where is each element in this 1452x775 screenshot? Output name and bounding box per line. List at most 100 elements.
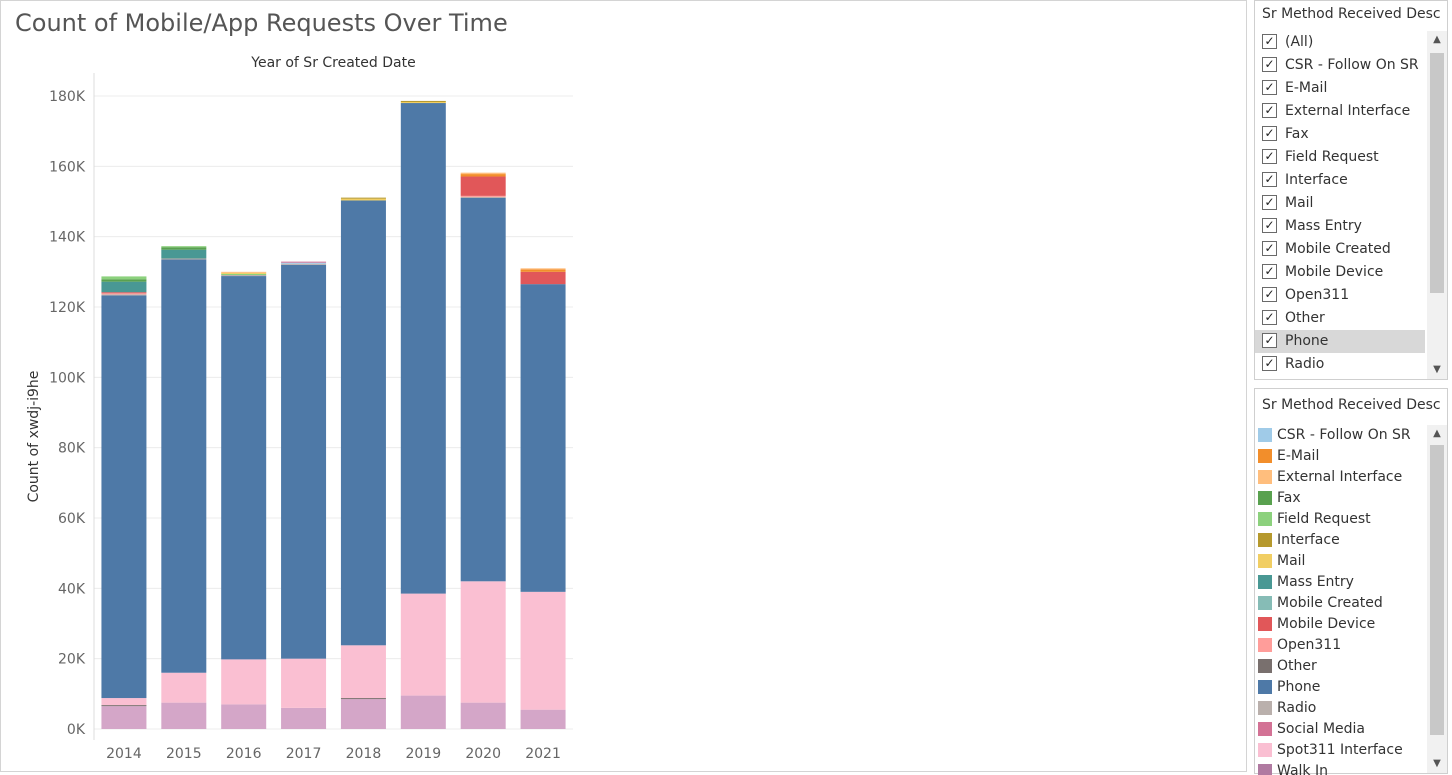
filter-item-label: External Interface	[1285, 103, 1411, 119]
filter-item[interactable]: ✓ Fax	[1255, 123, 1425, 146]
filter-item[interactable]: ✓ Radio	[1255, 353, 1425, 376]
checkbox-icon[interactable]: ✓	[1262, 218, 1277, 233]
checkbox-icon[interactable]: ✓	[1262, 172, 1277, 187]
filter-item[interactable]: ✓ Mobile Device	[1255, 261, 1425, 284]
checkbox-icon[interactable]: ✓	[1262, 149, 1277, 164]
filter-item[interactable]: ✓ Field Request	[1255, 146, 1425, 169]
bar-segment	[101, 698, 147, 706]
legend-item[interactable]: Interface	[1255, 530, 1447, 551]
bar-segment	[520, 284, 566, 592]
filter-item[interactable]: ✓ E-Mail	[1255, 77, 1425, 100]
legend-item[interactable]: Mass Entry	[1255, 572, 1447, 593]
filter-item[interactable]: ✓ External Interface	[1255, 100, 1425, 123]
checkbox-icon[interactable]: ✓	[1262, 310, 1277, 325]
x-axis-title: Year of Sr Created Date	[250, 55, 415, 71]
x-tick-label: 2016	[226, 746, 262, 762]
bar-segment	[101, 705, 147, 707]
legend-swatch	[1258, 659, 1272, 673]
y-tick-label: 160K	[49, 159, 86, 175]
bar-segment	[281, 262, 327, 264]
legend-item[interactable]: E-Mail	[1255, 446, 1447, 467]
legend-item[interactable]: Fax	[1255, 488, 1447, 509]
bar-segment	[161, 246, 207, 248]
legend-item[interactable]: Walk In	[1255, 761, 1447, 775]
legend-swatch	[1258, 722, 1272, 736]
filter-item[interactable]: ✓ Mobile Created	[1255, 238, 1425, 261]
filter-item-label: Mass Entry	[1285, 218, 1362, 234]
checkbox-icon[interactable]: ✓	[1262, 57, 1277, 72]
legend-item[interactable]: External Interface	[1255, 467, 1447, 488]
filter-item[interactable]: ✓ Open311	[1255, 284, 1425, 307]
legend-swatch	[1258, 638, 1272, 652]
legend-item-label: Fax	[1277, 490, 1301, 506]
checkbox-icon[interactable]: ✓	[1262, 333, 1277, 348]
legend-item[interactable]: Phone	[1255, 677, 1447, 698]
filter-item-label: Phone	[1285, 333, 1329, 349]
scroll-thumb[interactable]	[1430, 53, 1444, 293]
filter-item[interactable]: ✓ Phone	[1255, 330, 1425, 353]
filter-item-label: Mobile Created	[1285, 241, 1391, 257]
legend-item[interactable]: Mobile Device	[1255, 614, 1447, 635]
checkbox-icon[interactable]: ✓	[1262, 241, 1277, 256]
y-tick-label: 100K	[49, 370, 86, 386]
legend-item-label: Walk In	[1277, 763, 1328, 775]
filter-item[interactable]: ✓ Mass Entry	[1255, 215, 1425, 238]
checkbox-icon[interactable]: ✓	[1262, 34, 1277, 49]
legend-item[interactable]: Mobile Created	[1255, 593, 1447, 614]
legend-item[interactable]: Field Request	[1255, 509, 1447, 530]
x-tick-label: 2018	[346, 746, 382, 762]
filter-item[interactable]: ✓ Mail	[1255, 192, 1425, 215]
bar-segment	[460, 581, 506, 703]
legend-item-label: Field Request	[1277, 511, 1371, 527]
legend-swatch	[1258, 743, 1272, 757]
bar-segment	[281, 263, 327, 265]
x-tick-label: 2014	[106, 746, 142, 762]
y-tick-label: 120K	[49, 300, 86, 316]
y-axis-title: Count of xwdj-i9he	[26, 371, 42, 503]
legend-scrollbar[interactable]: ▲ ▼	[1427, 425, 1447, 773]
scroll-up-icon[interactable]: ▲	[1433, 34, 1441, 45]
legend-list: CSR - Follow On SR E-Mail External Interfa…	[1255, 425, 1447, 775]
bar-segment	[340, 698, 386, 700]
filter-item[interactable]: ✓ (All)	[1255, 31, 1425, 54]
filter-item[interactable]: ✓ CSR - Follow On SR	[1255, 54, 1425, 77]
scroll-down-icon[interactable]: ▼	[1433, 364, 1441, 375]
legend-item[interactable]: Open311	[1255, 635, 1447, 656]
checkbox-icon[interactable]: ✓	[1262, 103, 1277, 118]
filter-scrollbar[interactable]: ▲ ▼	[1427, 31, 1447, 379]
legend-swatch	[1258, 554, 1272, 568]
scroll-down-icon[interactable]: ▼	[1433, 758, 1441, 769]
bar-segment	[161, 259, 207, 673]
y-tick-label: 140K	[49, 230, 86, 246]
y-tick-label: 180K	[49, 89, 86, 105]
legend-panel: Sr Method Received Desc CSR - Follow On …	[1254, 388, 1448, 775]
bar-segment	[340, 699, 386, 729]
filter-item[interactable]: ✓ Other	[1255, 307, 1425, 330]
bar-segment	[101, 279, 147, 282]
legend-item[interactable]: Radio	[1255, 698, 1447, 719]
bar-segment	[460, 195, 506, 197]
checkbox-icon[interactable]: ✓	[1262, 356, 1277, 371]
scroll-thumb[interactable]	[1430, 445, 1444, 735]
checkbox-icon[interactable]: ✓	[1262, 287, 1277, 302]
filter-item-label: Other	[1285, 310, 1325, 326]
filter-item-label: CSR - Follow On SR	[1285, 57, 1419, 73]
legend-item[interactable]: Spot311 Interface	[1255, 740, 1447, 761]
checkbox-icon[interactable]: ✓	[1262, 126, 1277, 141]
bar-segment	[281, 264, 327, 659]
y-tick-label: 60K	[58, 511, 86, 527]
filter-item[interactable]: ✓ Interface	[1255, 169, 1425, 192]
scroll-up-icon[interactable]: ▲	[1433, 428, 1441, 439]
legend-item-label: Radio	[1277, 700, 1317, 716]
x-tick-label: 2015	[166, 746, 202, 762]
legend-item-label: Open311	[1277, 637, 1342, 653]
legend-item[interactable]: Other	[1255, 656, 1447, 677]
legend-item[interactable]: CSR - Follow On SR	[1255, 425, 1447, 446]
checkbox-icon[interactable]: ✓	[1262, 195, 1277, 210]
bar-segment	[400, 103, 446, 594]
checkbox-icon[interactable]: ✓	[1262, 80, 1277, 95]
legend-item[interactable]: Social Media	[1255, 719, 1447, 740]
checkbox-icon[interactable]: ✓	[1262, 264, 1277, 279]
filter-item-label: Radio	[1285, 356, 1325, 372]
legend-item[interactable]: Mail	[1255, 551, 1447, 572]
